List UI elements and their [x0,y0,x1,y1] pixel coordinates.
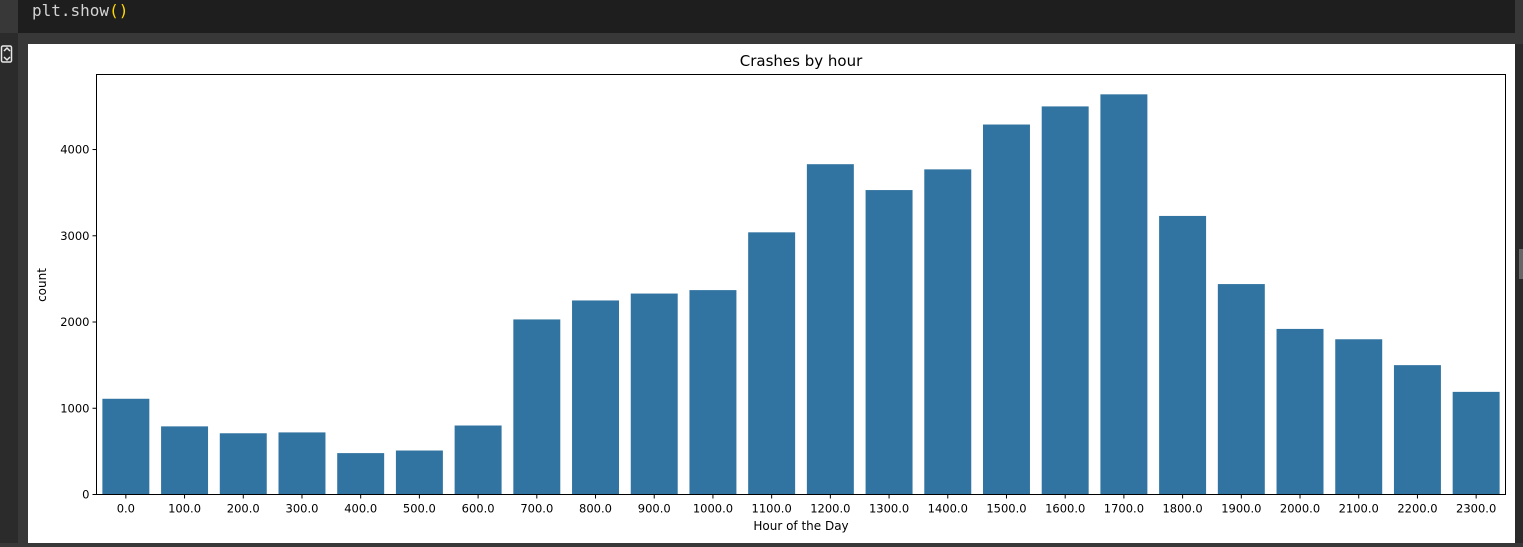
bar-1800.0 [1159,215,1207,495]
x-tick-label: 1100.0 [752,502,792,516]
code-parens: () [109,1,129,20]
bar-1500.0 [982,124,1030,495]
bar-1000.0 [689,290,737,495]
code-line[interactable]: plt.show() [32,1,128,20]
x-tick-label: 100.0 [168,502,201,516]
x-tick-label: 1000.0 [693,502,733,516]
x-tick-label: 500.0 [403,502,436,516]
bar-400.0 [337,453,385,495]
bar-1200.0 [806,164,854,495]
bar-2300.0 [1452,391,1500,495]
bar-800.0 [572,300,620,495]
cell-gutter [0,33,18,543]
x-axis-label: Hour of the Day [753,519,848,533]
plot-frame [96,74,1506,495]
x-tick-label: 1900.0 [1221,502,1261,516]
bar-600.0 [454,425,502,495]
bar-1100.0 [748,232,796,495]
y-tick-label: 3000 [60,229,89,243]
y-tick-label: 4000 [60,143,89,157]
bar-1600.0 [1041,106,1089,495]
x-tick-label: 700.0 [520,502,553,516]
x-tick-label: 1400.0 [928,502,968,516]
cell-output: 0 1000 2000 3000 4000 0.0 100.0 200.0 300.0 400.… [28,44,1515,543]
x-tick-label: 200.0 [227,502,260,516]
scrollbar[interactable] [1515,44,1523,543]
y-tick-label: 2000 [60,315,89,329]
x-tick-label: 900.0 [638,502,671,516]
code-cell[interactable]: plt.show() [18,0,1515,33]
x-tick-label: 300.0 [286,502,319,516]
x-tick-label: 2300.0 [1456,502,1496,516]
x-tick-label: 2000.0 [1280,502,1320,516]
output-toggle-icon[interactable] [0,44,14,64]
x-tick-label: 0.0 [117,502,135,516]
x-tick-label: 400.0 [344,502,377,516]
code-function: plt.show [32,1,110,20]
x-tick-label: 1200.0 [810,502,850,516]
bar-500.0 [395,450,443,495]
y-tick-label: 0 [82,488,89,502]
bar-1900.0 [1217,284,1265,495]
bar-1400.0 [924,169,972,495]
x-tick-label: 1800.0 [1162,502,1202,516]
bar-200.0 [219,433,267,495]
bar-900.0 [630,293,678,495]
bar-2200.0 [1393,365,1441,495]
bar-0.0 [102,398,150,495]
x-tick-label: 2200.0 [1397,502,1437,516]
bar-2000.0 [1276,328,1324,495]
x-tick-label: 1300.0 [869,502,909,516]
x-tick-label: 1600.0 [1045,502,1085,516]
y-axis-label: count [35,268,49,302]
chart-title: Crashes by hour [740,52,863,70]
bar-700.0 [513,319,561,495]
bar-chart: 0 1000 2000 3000 4000 0.0 100.0 200.0 300.0 400.… [35,52,1506,533]
x-tick-label: 2100.0 [1339,502,1379,516]
bar-100.0 [161,426,209,495]
x-tick-label: 1700.0 [1104,502,1144,516]
x-tick-label: 600.0 [462,502,495,516]
x-tick-label: 1500.0 [986,502,1026,516]
bar-1700.0 [1100,94,1148,495]
scrollbar-thumb[interactable] [1519,249,1523,279]
y-tick-label: 1000 [60,401,89,415]
bar-2100.0 [1335,339,1383,495]
bar-1300.0 [865,190,913,495]
x-tick-label: 800.0 [579,502,612,516]
bar-300.0 [278,432,326,495]
